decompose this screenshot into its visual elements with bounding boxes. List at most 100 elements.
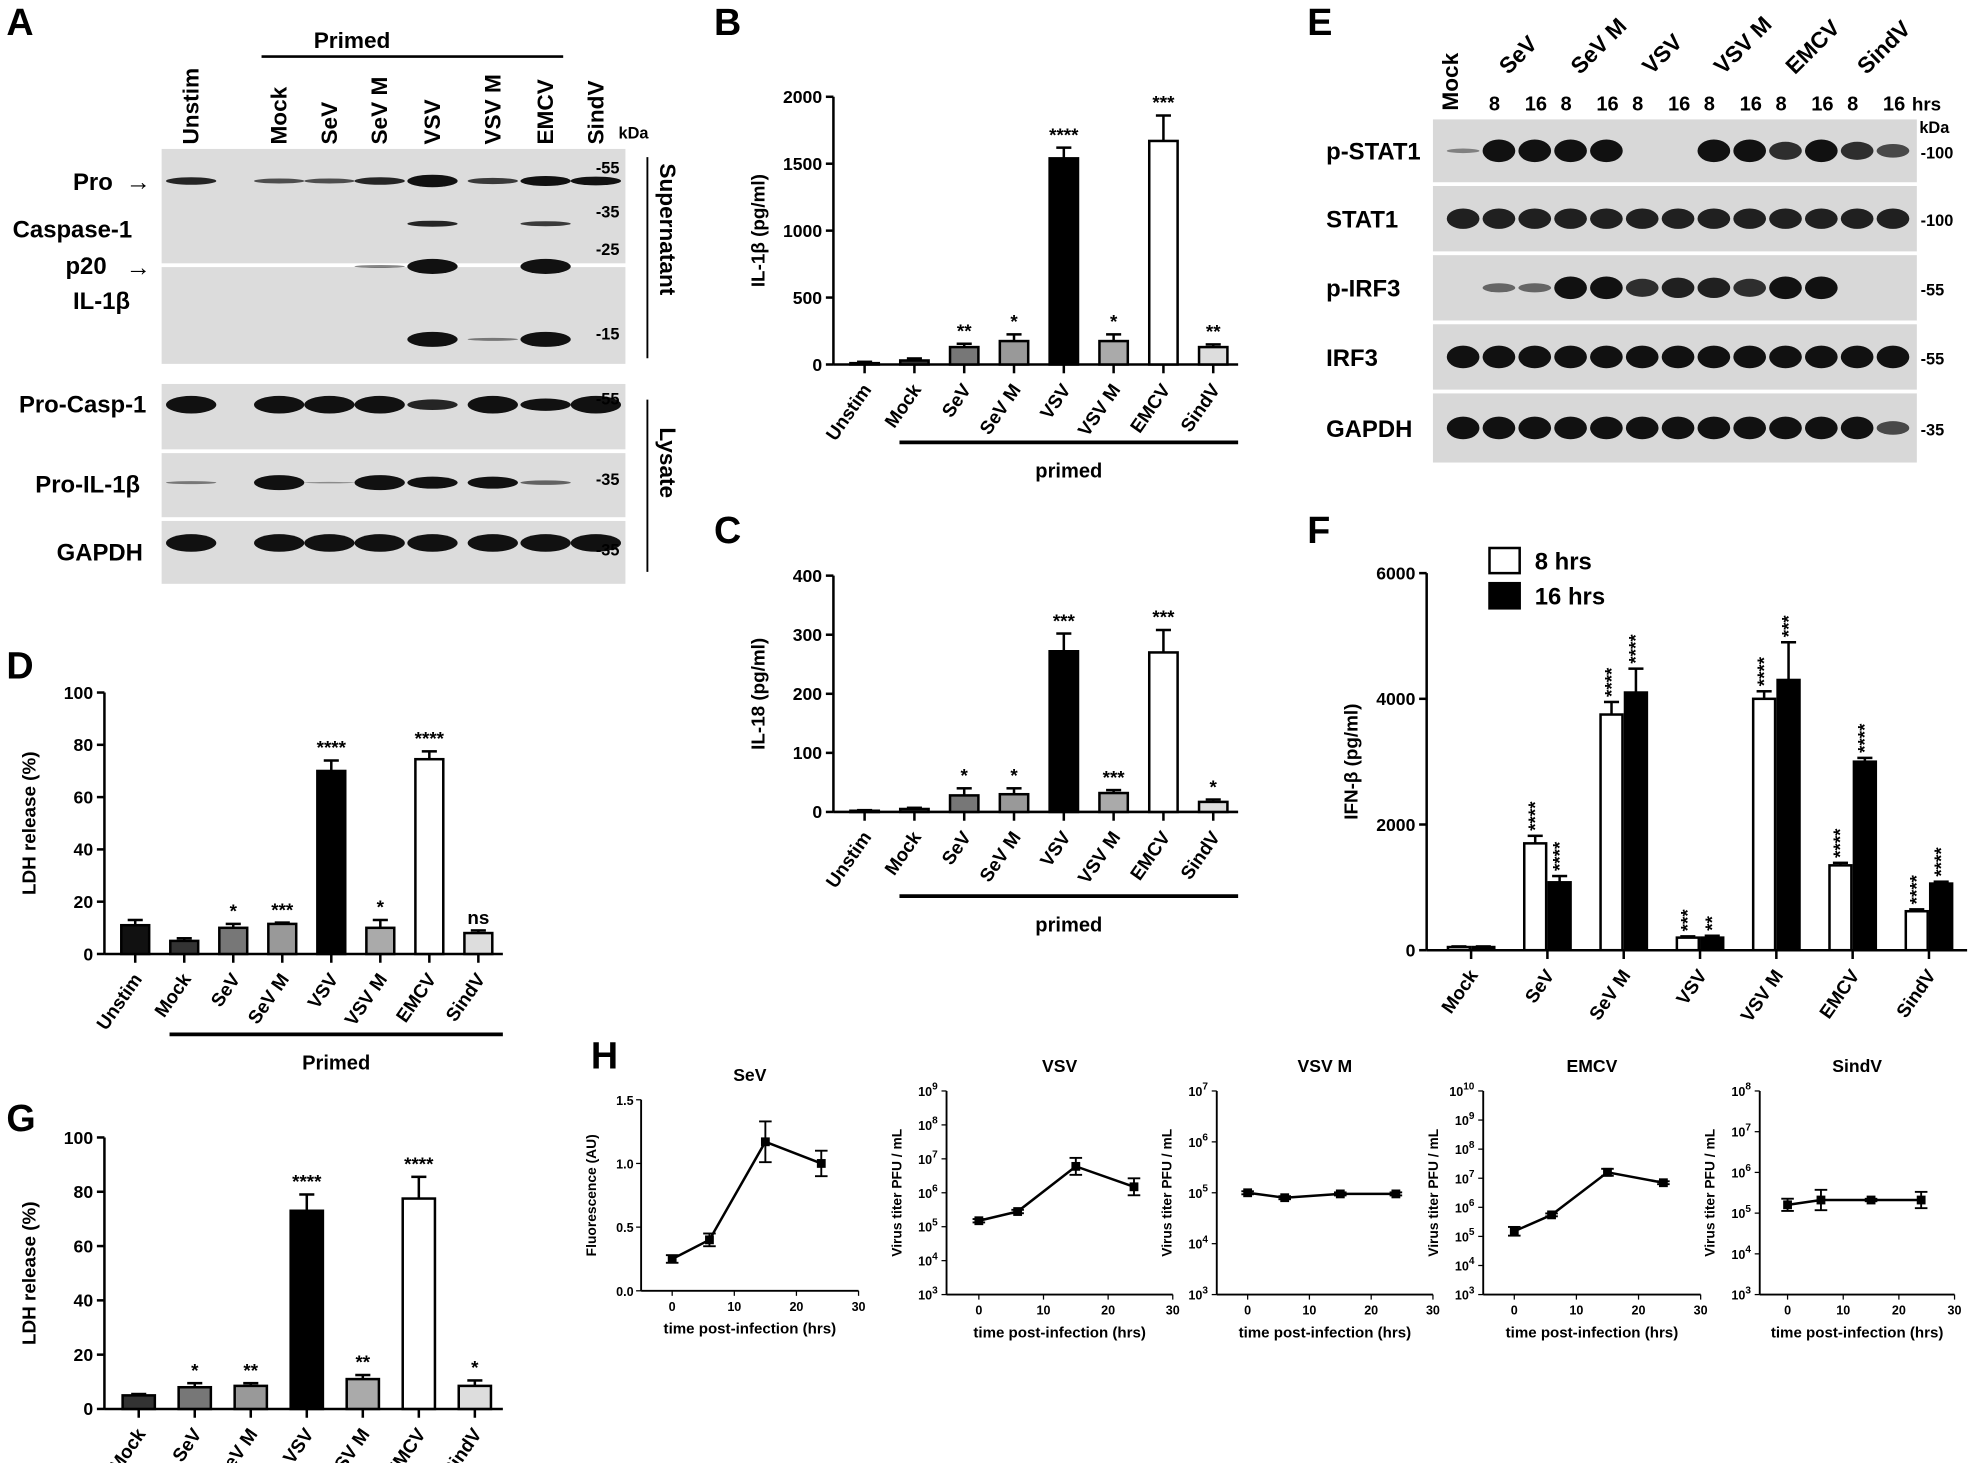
data-point	[1783, 1200, 1792, 1210]
x-tick-label: 0	[1511, 1304, 1518, 1318]
significance-label: ****	[317, 737, 347, 758]
x-tick-label: VSV	[1036, 380, 1075, 423]
y-tick-label: 80	[74, 1182, 94, 1202]
data-point	[816, 1159, 826, 1168]
band	[1482, 283, 1516, 293]
x-tick-label: VSV M	[1074, 827, 1125, 887]
data-point	[1391, 1189, 1401, 1199]
group-label: primed	[1035, 914, 1102, 936]
data-point	[1866, 1195, 1876, 1205]
data-point	[1280, 1193, 1290, 1203]
band	[1840, 416, 1874, 440]
x-axis-label: time post-infection (hrs)	[664, 1321, 837, 1338]
band	[1804, 345, 1838, 369]
band	[1840, 208, 1874, 229]
lane-label: SindV	[583, 80, 608, 144]
x-tick-label: SindV	[1176, 827, 1224, 883]
x-tick-label: SeV	[937, 827, 975, 869]
y-tick-label: 0	[812, 355, 822, 375]
y-tick-label: 2000	[1376, 815, 1415, 835]
data-point	[1129, 1182, 1139, 1192]
y-axis-label: Fluorescence (AU)	[583, 1134, 599, 1256]
band	[520, 534, 571, 552]
legend-swatch	[1488, 546, 1521, 575]
y-axis-label: IFN-β (pg/ml)	[1341, 704, 1362, 820]
band	[1518, 416, 1552, 440]
data-point	[974, 1216, 984, 1226]
panel-label-b: B	[714, 1, 741, 43]
row-label: GAPDH	[1326, 416, 1412, 443]
bar	[1828, 864, 1853, 952]
band	[354, 475, 405, 491]
chart-panel-c: 0 100 200 300 400 IL-18 (pg/ml) Unstim Mock SeV *…	[747, 566, 1239, 936]
x-tick-label: 20	[1892, 1304, 1906, 1318]
row-label: p-STAT1	[1326, 139, 1421, 166]
y-tick-label: 104	[918, 1251, 938, 1268]
time-label: 16	[1811, 94, 1833, 116]
significance-label: ****	[1906, 874, 1927, 904]
data-point	[1658, 1178, 1668, 1188]
band	[520, 331, 571, 347]
significance-label: ***	[1677, 909, 1698, 932]
row-label: Pro-Casp-1	[19, 391, 146, 418]
data-point	[1243, 1188, 1253, 1198]
band	[1769, 208, 1802, 229]
band	[1554, 208, 1587, 229]
significance-label: ***	[1053, 610, 1076, 631]
significance-label: ns	[467, 907, 489, 928]
time-label: 16	[1883, 94, 1905, 116]
lane-label: VSV	[1638, 29, 1688, 79]
bar	[1776, 678, 1801, 952]
x-axis-label: time post-infection (hrs)	[973, 1324, 1146, 1341]
lane-label: SeV	[1494, 31, 1542, 79]
data-point	[1335, 1189, 1345, 1199]
band	[570, 176, 622, 186]
y-tick-label: 2000	[783, 87, 822, 107]
data-point	[705, 1235, 714, 1245]
y-tick-label: 105	[1188, 1184, 1208, 1201]
band	[1625, 345, 1659, 369]
band	[1590, 345, 1623, 369]
band	[1482, 208, 1516, 229]
data-line	[1787, 1198, 1922, 1207]
bar	[289, 1209, 325, 1411]
bar	[1048, 650, 1080, 814]
significance-label: ****	[1854, 723, 1875, 753]
x-tick-label: 20	[1364, 1304, 1378, 1318]
x-tick-label: Mock	[1437, 965, 1482, 1017]
bar	[401, 1197, 437, 1411]
row-label: IRF3	[1326, 345, 1378, 372]
band	[254, 395, 305, 414]
bar	[267, 922, 298, 956]
chart-panel-b: 0 500 1000 1500 2000 IL-1β (pg/ml) Unstim Mock S…	[747, 87, 1239, 483]
significance-label: *	[471, 1357, 479, 1378]
time-unit: hrs	[1912, 94, 1941, 115]
band	[354, 264, 405, 268]
significance-label: ****	[292, 1171, 322, 1192]
bar	[121, 1394, 157, 1411]
lane-label: EMCV	[1781, 15, 1845, 79]
band	[1697, 277, 1731, 299]
x-tick-label: SeV	[937, 380, 975, 422]
band	[1625, 416, 1659, 440]
y-tick-label: 106	[1731, 1163, 1751, 1180]
lane-label: VSV M	[480, 74, 505, 144]
band	[1876, 208, 1910, 229]
blot-strip	[160, 382, 627, 451]
significance-label: ****	[415, 728, 445, 749]
band	[1733, 416, 1767, 440]
panel-label-f: F	[1307, 509, 1330, 551]
y-tick-label: 0.0	[616, 1285, 633, 1299]
x-tick-label: 0	[1784, 1304, 1791, 1318]
western-blot-a: Primed Unstim Mock SeV SeV M VSV VSV M EMCV Sind…	[13, 28, 680, 586]
y-tick-label: 100	[793, 743, 823, 763]
x-tick-label: Unstim	[822, 827, 876, 891]
x-tick-label: 10	[1569, 1304, 1583, 1318]
band	[1733, 278, 1767, 297]
panel-label-a: A	[6, 1, 33, 43]
significance-label: **	[355, 1352, 370, 1373]
bar	[948, 794, 980, 814]
